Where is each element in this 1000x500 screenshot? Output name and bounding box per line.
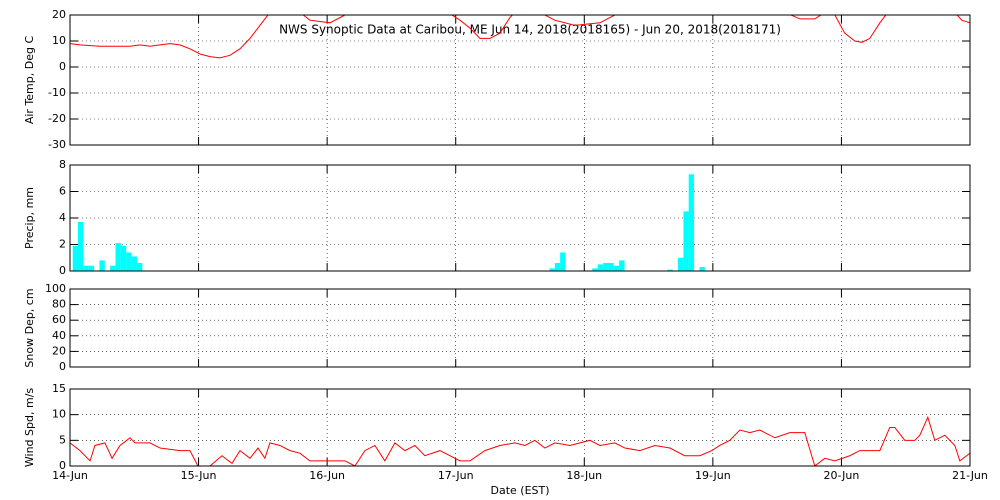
y-tick-label: 5: [59, 433, 66, 446]
bar: [110, 265, 116, 271]
data-line: [70, 15, 970, 59]
bar: [667, 269, 673, 271]
y-tick-label: 40: [52, 329, 66, 342]
y-tick-label: 10: [52, 34, 66, 47]
y-axis-label: Precip, mm: [23, 187, 36, 249]
x-axis-label: Date (EST): [490, 484, 549, 497]
y-tick-label: 4: [59, 211, 66, 224]
x-tick-label: 16-Jun: [309, 469, 345, 482]
bar: [619, 260, 625, 271]
y-tick-label: 60: [52, 313, 66, 326]
bar: [549, 268, 555, 271]
y-tick-label: 10: [52, 408, 66, 421]
bar: [699, 267, 705, 271]
y-tick-label: 0: [59, 360, 66, 373]
bar: [126, 252, 132, 271]
bar: [683, 211, 689, 271]
y-tick-label: 100: [45, 282, 66, 295]
y-tick-label: -30: [48, 138, 66, 151]
bar: [99, 260, 105, 271]
bar: [88, 265, 95, 271]
bar: [120, 245, 127, 271]
x-tick-label: 18-Jun: [566, 469, 602, 482]
y-axis-label: Air Temp, Deg C: [23, 36, 36, 125]
bar: [137, 263, 143, 271]
plot-frame: [69, 388, 971, 467]
bar: [603, 263, 609, 271]
bar: [115, 243, 121, 271]
bar: [608, 263, 614, 271]
y-tick-label: 0: [59, 264, 66, 277]
plot-frame: [69, 14, 971, 146]
bar: [560, 252, 566, 271]
y-tick-label: 6: [59, 185, 66, 198]
y-axis-label: Snow Dep, cm: [23, 288, 36, 367]
bar: [597, 264, 604, 271]
bar: [688, 174, 695, 271]
y-tick-label: -10: [48, 86, 66, 99]
y-tick-label: 0: [59, 459, 66, 472]
bar: [131, 256, 137, 271]
bar: [77, 221, 84, 271]
y-tick-label: 20: [52, 344, 66, 357]
y-tick-label: 8: [59, 158, 66, 171]
y-tick-label: 15: [52, 382, 66, 395]
chart-title: NWS Synoptic Data at Caribou, ME Jun 14,…: [279, 23, 781, 37]
x-tick-label: 14-Jun: [52, 469, 88, 482]
bar: [83, 265, 89, 271]
y-tick-label: 20: [52, 8, 66, 21]
bar: [678, 257, 684, 271]
plot-frame: [69, 288, 971, 368]
y-tick-label: 2: [59, 238, 66, 251]
bar: [554, 263, 561, 271]
bar: [72, 245, 79, 271]
y-axis-label: Wind Spd, m/s: [23, 388, 36, 468]
y-tick-label: 0: [59, 60, 66, 73]
bar: [613, 265, 620, 271]
x-tick-label: 21-Jun: [952, 469, 988, 482]
x-tick-label: 19-Jun: [695, 469, 731, 482]
bar: [592, 268, 598, 271]
x-tick-label: 17-Jun: [438, 469, 474, 482]
x-tick-label: 20-Jun: [824, 469, 860, 482]
y-tick-label: 80: [52, 298, 66, 311]
y-tick-label: -20: [48, 112, 66, 125]
plot-frame: [69, 164, 971, 272]
x-tick-label: 15-Jun: [181, 469, 217, 482]
data-line: [70, 415, 970, 466]
